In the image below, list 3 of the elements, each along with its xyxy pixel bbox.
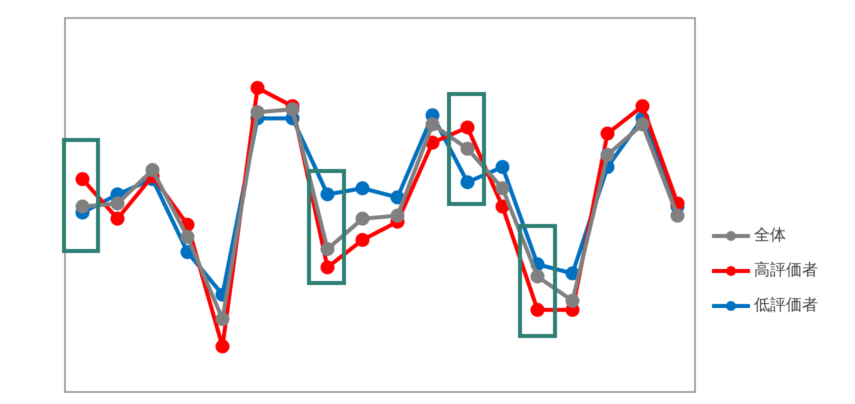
legend-label: 全体 <box>754 226 786 246</box>
legend-label: 低評価者 <box>754 296 818 316</box>
legend-label: 高評価者 <box>754 260 818 281</box>
